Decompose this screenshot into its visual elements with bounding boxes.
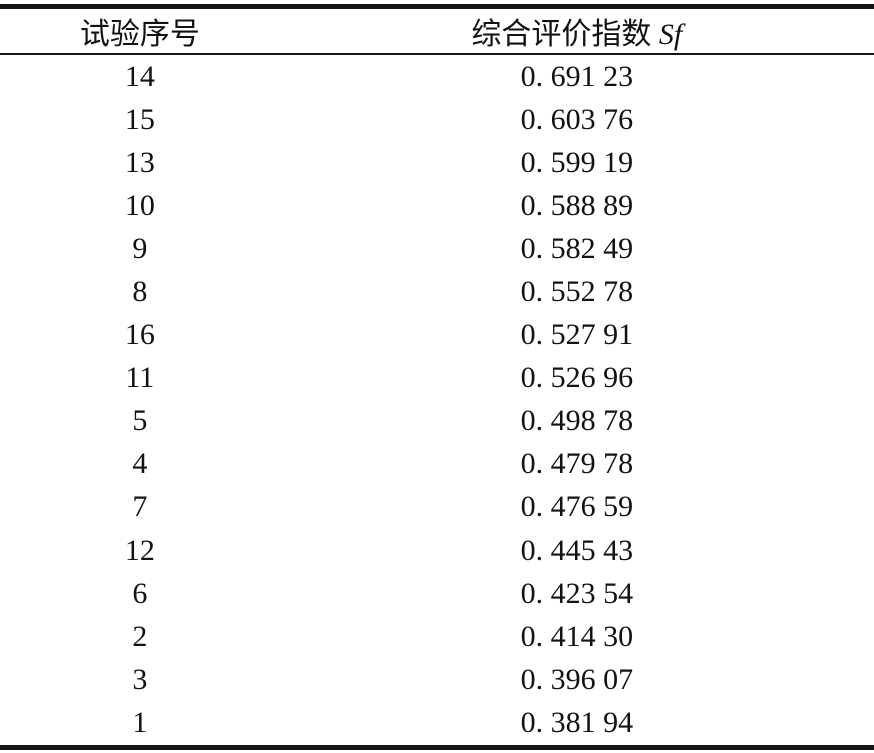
- table-row: 16 0. 527 91: [0, 314, 874, 357]
- cell-test-number: 4: [132, 447, 148, 481]
- table-body: 14 0. 691 23 15 0. 603 76 13 0. 599 19 10 0. 58…: [0, 54, 874, 747]
- cell-sf-value: 0. 381 94: [520, 705, 634, 739]
- table-row: 15 0. 603 76: [0, 98, 874, 141]
- cell-sf-value: 0. 691 23: [520, 59, 634, 93]
- cell-test-number: 5: [132, 404, 148, 438]
- cell-test-number: 11: [125, 361, 155, 395]
- table-row: 8 0. 552 78: [0, 270, 874, 313]
- cell-test-number: 8: [132, 275, 148, 309]
- table-row: 5 0. 498 78: [0, 400, 874, 443]
- cell-sf-value: 0. 479 78: [520, 447, 634, 481]
- cell-sf-value: 0. 527 91: [520, 318, 634, 352]
- cell-sf-value: 0. 423 54: [520, 576, 634, 610]
- table-row: 4 0. 479 78: [0, 443, 874, 486]
- column-header-sf-symbol: Sf: [658, 18, 683, 51]
- table-header-row: 试验序号 综合评价指数 Sf: [0, 6, 874, 55]
- cell-test-number: 14: [124, 59, 155, 93]
- column-header-test-number: 试验序号: [0, 6, 280, 55]
- cell-sf-value: 0. 588 89: [520, 188, 634, 222]
- table-row: 3 0. 396 07: [0, 658, 874, 701]
- table-row: 14 0. 691 23: [0, 54, 874, 98]
- cell-test-number: 9: [132, 231, 148, 265]
- cell-sf-value: 0. 396 07: [520, 662, 634, 696]
- cell-sf-value: 0. 476 59: [520, 490, 634, 524]
- cell-test-number: 15: [124, 102, 155, 136]
- table-row: 10 0. 588 89: [0, 184, 874, 227]
- column-header-sf-label: 综合评价指数: [471, 18, 652, 51]
- table-row: 2 0. 414 30: [0, 615, 874, 658]
- page: { "table": { "columns": [ { "key": "test…: [0, 4, 874, 753]
- cell-sf-value: 0. 552 78: [520, 275, 634, 309]
- table-row: 1 0. 381 94: [0, 701, 874, 747]
- column-header-sf-index: 综合评价指数 Sf: [279, 6, 874, 55]
- cell-sf-value: 0. 599 19: [520, 145, 634, 179]
- table-row: 11 0. 526 96: [0, 357, 874, 400]
- cell-sf-value: 0. 582 49: [520, 231, 634, 265]
- cell-sf-value: 0. 445 43: [520, 533, 634, 567]
- cell-test-number: 16: [124, 318, 155, 352]
- evaluation-index-table: 试验序号 综合评价指数 Sf 14 0. 691 23 15 0. 603 76 13 0…: [0, 4, 874, 750]
- table-row: 9 0. 582 49: [0, 227, 874, 270]
- cell-test-number: 10: [124, 188, 155, 222]
- cell-sf-value: 0. 526 96: [520, 361, 634, 395]
- table-row: 13 0. 599 19: [0, 141, 874, 184]
- cell-test-number: 13: [124, 145, 155, 179]
- cell-test-number: 1: [132, 705, 148, 739]
- cell-test-number: 7: [132, 490, 148, 524]
- cell-test-number: 6: [132, 576, 148, 610]
- table-row: 7 0. 476 59: [0, 486, 874, 529]
- table-row: 12 0. 445 43: [0, 529, 874, 572]
- cell-sf-value: 0. 414 30: [520, 619, 634, 653]
- cell-test-number: 3: [132, 662, 148, 696]
- cell-test-number: 2: [132, 619, 148, 653]
- cell-sf-value: 0. 603 76: [520, 102, 634, 136]
- cell-test-number: 12: [124, 533, 155, 567]
- cell-sf-value: 0. 498 78: [520, 404, 634, 438]
- table-row: 6 0. 423 54: [0, 572, 874, 615]
